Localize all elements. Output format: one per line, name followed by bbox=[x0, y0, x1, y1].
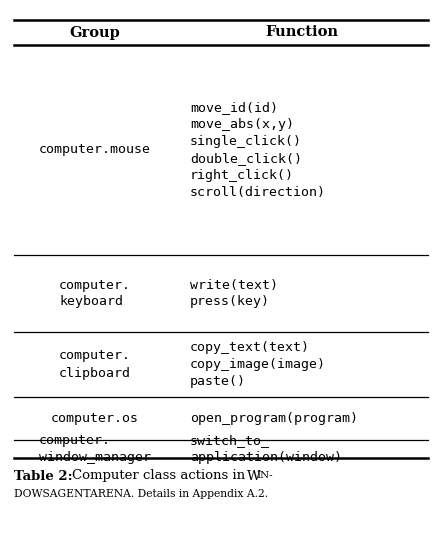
Text: copy_text(text)
copy_image(image)
paste(): copy_text(text) copy_image(image) paste(… bbox=[190, 341, 326, 388]
Text: switch_to_
application(window): switch_to_ application(window) bbox=[190, 434, 342, 464]
Text: computer.
keyboard: computer. keyboard bbox=[59, 278, 131, 309]
Text: computer.mouse: computer.mouse bbox=[39, 144, 151, 157]
Text: Function: Function bbox=[265, 25, 338, 40]
Text: Computer class actions in: Computer class actions in bbox=[72, 470, 245, 482]
Text: IN-: IN- bbox=[256, 471, 273, 481]
Text: move_id(id)
move_abs(x,y)
single_click()
double_click()
right_click()
scroll(dir: move_id(id) move_abs(x,y) single_click()… bbox=[190, 101, 326, 199]
Text: computer.os: computer.os bbox=[51, 412, 139, 425]
Text: DOWSAGENTARENA. Details in Appendix A.2.: DOWSAGENTARENA. Details in Appendix A.2. bbox=[14, 489, 268, 499]
Text: computer.
clipboard: computer. clipboard bbox=[59, 349, 131, 379]
Text: Table 2:: Table 2: bbox=[14, 470, 73, 482]
Text: Group: Group bbox=[70, 25, 121, 40]
Text: W: W bbox=[247, 470, 260, 482]
Text: computer.
window_manager: computer. window_manager bbox=[39, 434, 151, 464]
Text: write(text)
press(key): write(text) press(key) bbox=[190, 278, 278, 309]
Text: open_program(program): open_program(program) bbox=[190, 412, 358, 425]
